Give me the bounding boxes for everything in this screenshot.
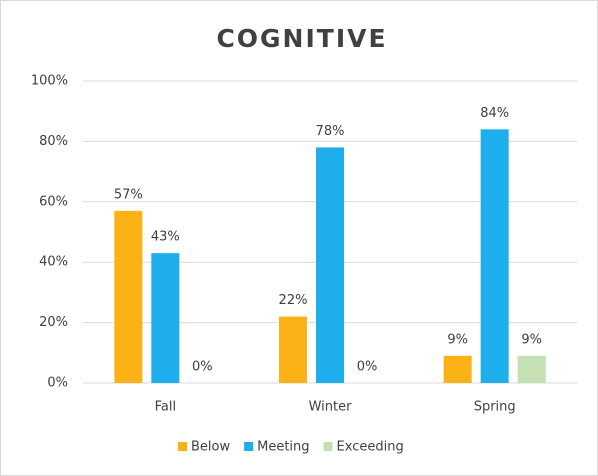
y-tick-label: 80% xyxy=(39,134,68,149)
data-label: 9% xyxy=(521,332,542,347)
chart-title: COGNITIVE xyxy=(216,24,387,53)
data-label: 84% xyxy=(480,106,509,121)
data-label: 22% xyxy=(279,293,308,308)
bar xyxy=(480,129,509,383)
y-tick-label: 100% xyxy=(31,74,68,89)
data-label: 0% xyxy=(192,360,213,375)
data-label: 57% xyxy=(114,187,143,202)
bar xyxy=(114,210,143,383)
data-label: 43% xyxy=(151,230,180,245)
legend-swatch xyxy=(244,442,254,451)
x-tick-label: Fall xyxy=(155,400,176,415)
y-tick-label: 0% xyxy=(47,376,68,391)
bar xyxy=(517,355,546,383)
legend-label: Below xyxy=(191,440,230,455)
legend-label: Meeting xyxy=(257,440,309,455)
legend-swatch xyxy=(178,442,187,451)
data-label: 78% xyxy=(316,124,345,139)
data-label: 9% xyxy=(447,332,468,347)
x-tick-label: Spring xyxy=(474,400,516,415)
y-tick-label: 20% xyxy=(39,315,68,330)
legend-label: Exceeding xyxy=(337,440,404,455)
bar xyxy=(279,316,307,383)
y-tick-label: 60% xyxy=(39,194,68,209)
data-label: 0% xyxy=(357,360,378,375)
y-tick-label: 40% xyxy=(39,255,68,270)
x-tick-label: Winter xyxy=(309,400,353,415)
legend-swatch xyxy=(323,442,333,451)
bar xyxy=(316,147,344,383)
bar xyxy=(443,355,472,383)
bar xyxy=(151,253,180,383)
